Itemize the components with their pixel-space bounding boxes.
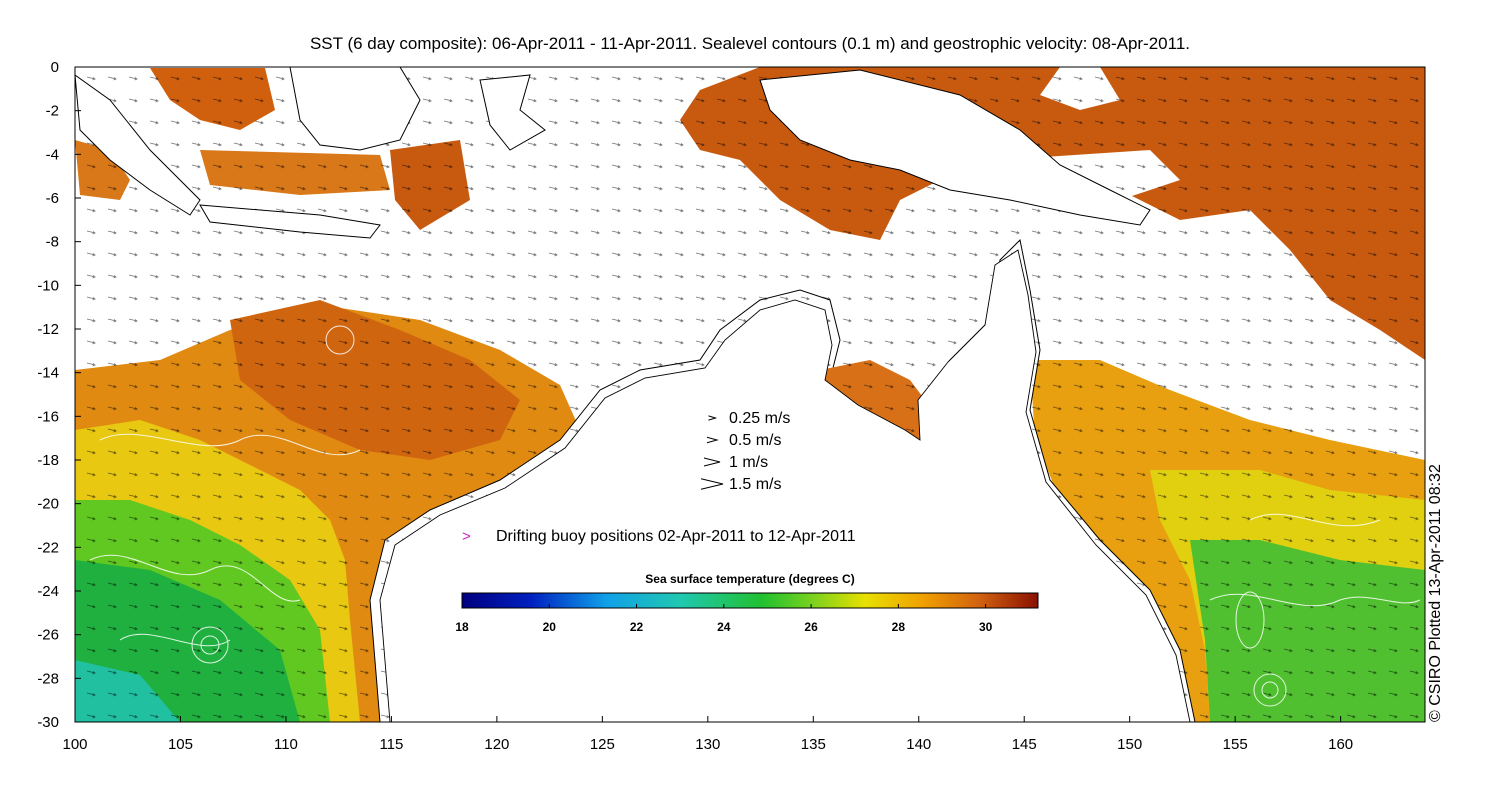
y-tick-label: -18 [37, 452, 59, 469]
velocity-arrow-icon [700, 478, 724, 490]
colorbar-tick-label: 22 [630, 620, 644, 634]
y-tick-label: -28 [37, 670, 59, 687]
x-tick-label: 150 [1117, 736, 1142, 753]
colorbar-tick-label: 28 [892, 620, 906, 634]
colorbar-tick-label: 20 [543, 620, 557, 634]
velocity-legend-label: 1 m/s [729, 454, 768, 471]
y-tick-label: -10 [37, 277, 59, 294]
credit-label: © CSIRO Plotted 13-Apr-2011 08:32 [1427, 464, 1444, 722]
x-tick-label: 120 [484, 736, 509, 753]
velocity-arrow-icon [703, 457, 721, 467]
colorbar-ticks: 18 20 22 24 26 28 30 [455, 604, 993, 634]
y-tick-label: -22 [37, 539, 59, 556]
y-tick-label: -26 [37, 627, 59, 644]
y-axis: 0 -2 -4 -6 -8 -10 -12 -14 -16 -18 -20 -22 -24 -26 -28 -… [37, 59, 81, 731]
y-tick-label: -24 [37, 583, 59, 600]
x-tick-label: 115 [379, 736, 403, 753]
y-tick-label: -20 [37, 496, 59, 513]
x-tick-label: 160 [1328, 736, 1353, 753]
velocity-legend: 0.25 m/s 0.5 m/s 1 m/s 1.5 m/s [700, 410, 790, 493]
colorbar-tick-label: 24 [717, 620, 731, 634]
y-tick-label: -30 [37, 714, 59, 731]
velocity-arrow-icon [706, 436, 719, 444]
x-tick-label: 110 [274, 736, 298, 753]
x-tick-label: 140 [906, 736, 931, 753]
map-title: SST (6 day composite): 06-Apr-2011 - 11-… [309, 34, 1191, 53]
buoy-marker-icon: > [462, 528, 471, 545]
colorbar-tick-label: 30 [979, 620, 993, 634]
y-tick-label: -12 [37, 321, 59, 338]
x-tick-label: 145 [1012, 736, 1037, 753]
colorbar-title: Sea surface temperature (degrees C) [645, 572, 854, 586]
plot-frame [74, 66, 1426, 723]
velocity-legend-label: 0.5 m/s [729, 432, 781, 449]
x-tick-label: 100 [62, 736, 87, 753]
sst-field [75, 67, 1425, 722]
y-tick-label: -8 [46, 234, 59, 251]
y-tick-label: -14 [37, 365, 59, 382]
y-tick-label: -6 [46, 190, 59, 207]
y-tick-label: -2 [46, 103, 59, 120]
x-tick-label: 155 [1223, 736, 1248, 753]
velocity-legend-label: 1.5 m/s [729, 476, 781, 493]
colorbar [461, 592, 1039, 609]
x-axis: 100 105 110 115 120 125 130 135 140 145 150 155 160 [62, 716, 1353, 753]
velocity-legend-label: 0.25 m/s [729, 410, 790, 427]
buoy-legend-label: Drifting buoy positions 02-Apr-2011 to 1… [496, 528, 856, 545]
velocity-arrow-icon [708, 415, 718, 421]
y-tick-label: 0 [51, 59, 59, 76]
x-tick-label: 135 [801, 736, 826, 753]
x-tick-label: 125 [590, 736, 615, 753]
y-tick-label: -16 [37, 408, 59, 425]
y-tick-label: -4 [46, 146, 59, 163]
colorbar-tick-label: 18 [455, 620, 469, 634]
x-tick-label: 130 [695, 736, 720, 753]
x-tick-label: 105 [168, 736, 193, 753]
colorbar-tick-label: 26 [804, 620, 818, 634]
